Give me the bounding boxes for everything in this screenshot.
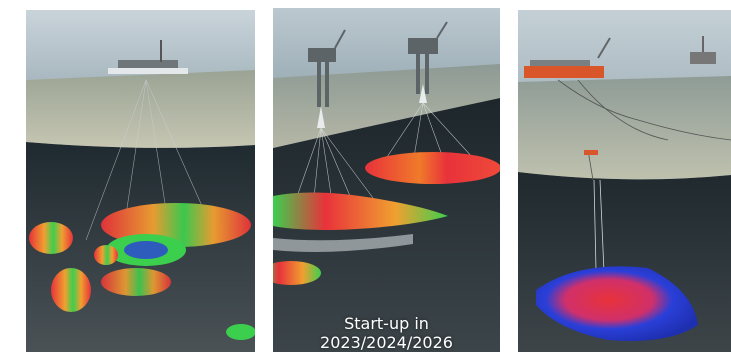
- caption-line-1: Start-up in: [344, 314, 429, 333]
- panel-left: [26, 10, 255, 352]
- caption-line-2: 2023/2024/2026: [320, 333, 453, 352]
- start-up-caption: Start-up in 2023/2024/2026: [273, 314, 500, 352]
- fpso-field-illustration: [518, 10, 731, 352]
- subsea-field-illustration: [26, 10, 255, 352]
- panel-middle: Start-up in 2023/2024/2026: [273, 8, 500, 352]
- platform-field-illustration: [273, 8, 500, 352]
- panel-right: [518, 10, 731, 352]
